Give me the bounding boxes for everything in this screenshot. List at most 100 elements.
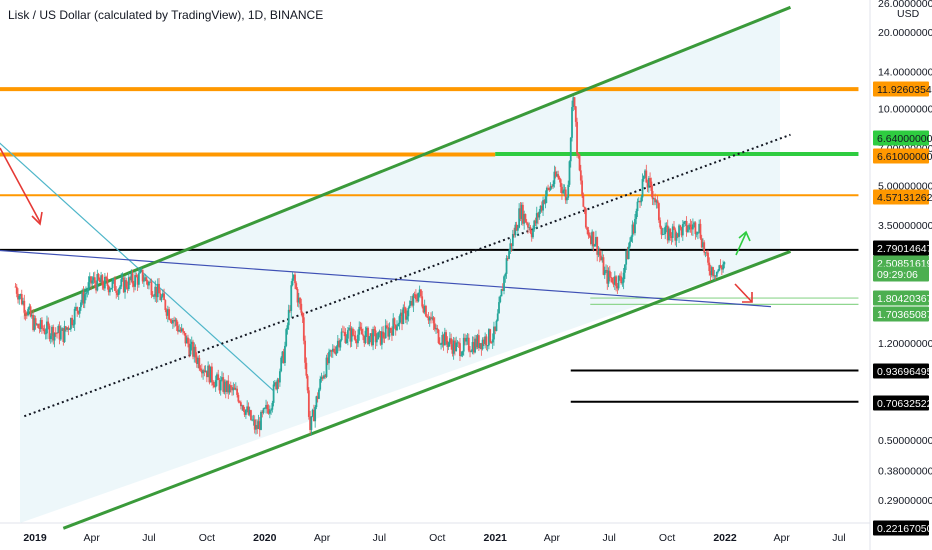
candle-body (224, 381, 227, 392)
candle-body (617, 275, 620, 289)
candle-body (189, 344, 192, 355)
candle-body (435, 328, 437, 330)
candle-body (506, 258, 509, 259)
candle-body (164, 300, 167, 311)
candle-body (559, 179, 562, 187)
candle-body (277, 379, 280, 383)
candle-body (474, 338, 476, 353)
candle-body (561, 186, 563, 194)
price-badge[interactable] (873, 395, 929, 411)
candle-body (684, 221, 687, 222)
y-tick-label: 10.00000000 (878, 104, 932, 116)
candle-body (399, 312, 402, 317)
y-tick-label: 0.38000000 (878, 465, 932, 477)
candle-body (260, 411, 262, 430)
candle-body (719, 265, 722, 268)
price-badge[interactable] (873, 290, 929, 306)
candle-body (671, 226, 674, 238)
candle-body (488, 329, 490, 346)
candle-body (139, 270, 142, 274)
candle-body (650, 181, 653, 191)
candle-body (66, 327, 69, 330)
price-badge[interactable] (873, 148, 929, 164)
candle-body (718, 265, 721, 271)
price-badge[interactable] (873, 306, 929, 322)
candle-body (678, 225, 680, 237)
arrow-red-right[interactable] (734, 283, 753, 303)
candle-body (318, 389, 320, 399)
candle-body (703, 242, 706, 253)
candle-body (131, 273, 134, 284)
candle-body (178, 329, 181, 332)
candle-body (237, 394, 240, 402)
candle-body (261, 411, 264, 413)
price-badge[interactable] (873, 189, 929, 205)
y-tick-label: 20.00000000 (878, 27, 932, 39)
candle-body (525, 222, 528, 224)
arrow-green-up[interactable] (735, 232, 747, 256)
candle-body (163, 293, 165, 301)
candle-body (229, 385, 232, 387)
candle-body (27, 309, 29, 316)
candle-body (583, 206, 586, 209)
candle-body (245, 409, 247, 415)
candle-body (340, 331, 343, 341)
candle-body (426, 316, 429, 318)
candle-body (552, 184, 555, 187)
x-tick-label: Jul (832, 532, 845, 544)
candle-body (291, 278, 294, 286)
candle-body (571, 107, 573, 138)
candle-body (640, 197, 643, 203)
candle-body (581, 180, 583, 196)
candle-body (256, 425, 259, 429)
candle-body (212, 381, 215, 386)
candle-body (273, 382, 276, 385)
candle-body (365, 327, 368, 331)
candle-body (518, 208, 521, 228)
channel-lower-line[interactable] (62, 250, 792, 530)
candle-body (228, 385, 231, 393)
candle-body (299, 297, 301, 304)
price-badge[interactable] (873, 520, 929, 536)
candle-body (218, 379, 221, 391)
candle-body (630, 236, 633, 242)
candle-body (626, 250, 629, 260)
price-badge[interactable] (873, 266, 929, 282)
candle-body (239, 402, 242, 407)
x-tick-label: Apr (314, 532, 331, 544)
candle-body (67, 327, 70, 330)
arrow-red-left[interactable] (0, 147, 41, 223)
candle-body (527, 223, 529, 228)
candle-body (319, 378, 322, 390)
candle-body (464, 337, 466, 342)
candle-body (472, 342, 475, 353)
candle-body (708, 262, 711, 272)
candle-body (85, 292, 87, 295)
candle-body (438, 342, 441, 345)
candle-body (352, 328, 354, 336)
candle-body (557, 174, 560, 178)
trend-line-cyan[interactable] (0, 131, 275, 392)
channel-midline[interactable] (23, 133, 791, 418)
candle-body (386, 325, 388, 328)
candle-body (722, 264, 725, 270)
y-tick-label: 3.50000000 (878, 220, 932, 232)
trend-line-blue[interactable] (0, 249, 772, 308)
candle-body (422, 306, 425, 313)
candle-body (454, 340, 456, 352)
price-badge[interactable] (873, 363, 929, 379)
candle-body (296, 289, 299, 303)
candle-body (606, 269, 609, 284)
candle-body (509, 243, 512, 252)
candle-body (579, 170, 582, 181)
price-badge[interactable] (873, 240, 929, 256)
candle-body (501, 289, 504, 291)
channel-upper-line[interactable] (23, 5, 792, 317)
candle-body (516, 227, 519, 231)
price-badge[interactable] (873, 81, 929, 97)
candle-body (704, 252, 707, 254)
candle-body (199, 368, 202, 371)
price-badge[interactable] (873, 130, 929, 146)
candle-body (631, 224, 634, 237)
